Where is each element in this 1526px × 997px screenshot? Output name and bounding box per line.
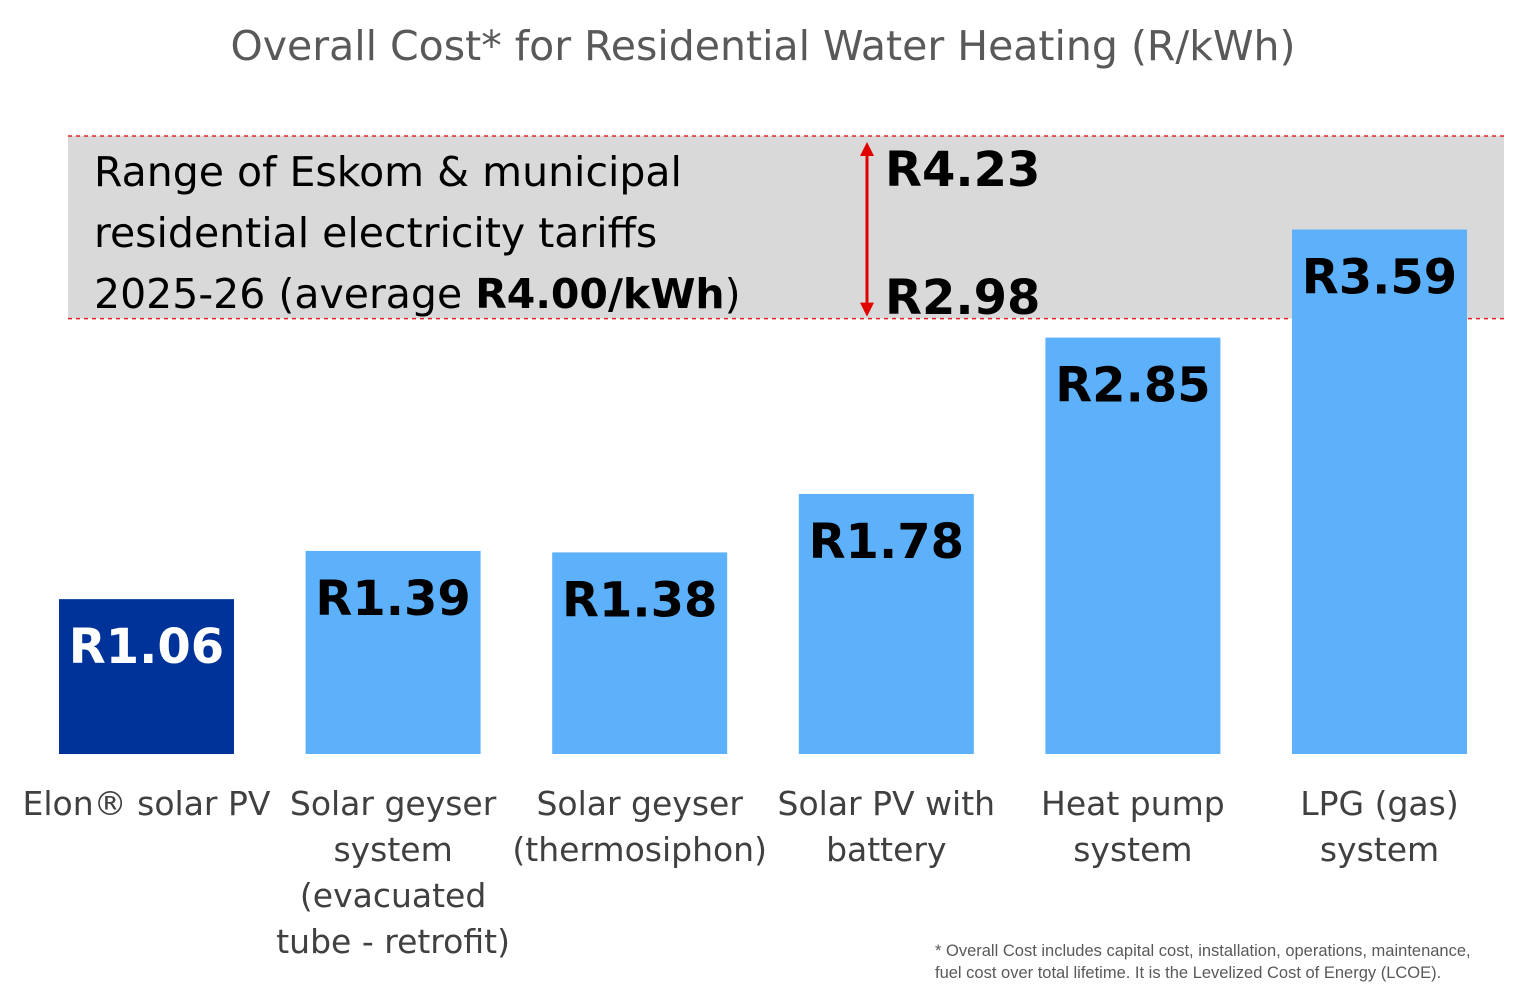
tariff-high-label: R4.23 <box>885 142 1041 198</box>
arrow-head-up-icon <box>860 142 874 156</box>
bar-value-label-4: R2.85 <box>1055 358 1210 414</box>
category-label-4: Heat pump system <box>1003 781 1263 873</box>
category-label-1-line-1: system <box>333 830 453 869</box>
tariff-range-line-3-prefix: 2025-26 (average <box>94 270 476 318</box>
category-label-1-line-3: tube - retrofit) <box>276 922 510 961</box>
tariff-average-value: R4.00/kWh <box>475 270 725 318</box>
tariff-low-label: R2.98 <box>885 270 1041 326</box>
category-label-3-line-0: Solar PV with <box>777 784 996 823</box>
footnote-line-1: * Overall Cost includes capital cost, in… <box>935 942 1471 960</box>
bar-value-label-3: R1.78 <box>809 514 964 570</box>
tariff-range-description: Range of Eskom & municipal residential e… <box>94 142 854 325</box>
footnote: * Overall Cost includes capital cost, in… <box>935 940 1520 984</box>
tariff-range-line-3: 2025-26 (average R4.00/kWh) <box>94 264 854 325</box>
tariff-range-line-1: Range of Eskom & municipal <box>94 148 682 196</box>
arrow-head-down-icon <box>860 302 874 317</box>
category-label-5: LPG (gas) system <box>1250 781 1510 873</box>
tariff-range-line-3-suffix: ) <box>724 270 741 318</box>
category-label-5-line-0: LPG (gas) <box>1300 784 1459 823</box>
tariff-range-line-2: residential electricity tariffs <box>94 209 658 257</box>
tariff-range-arrow <box>860 142 874 317</box>
category-label-1-line-2: (evacuated <box>299 876 487 915</box>
footnote-line-2: fuel cost over total lifetime. It is the… <box>935 964 1442 982</box>
category-label-0: Elon® solar PV <box>17 781 277 827</box>
chart-title: Overall Cost* for Residential Water Heat… <box>230 22 1296 70</box>
category-label-0-line-0: Elon® solar PV <box>22 784 271 823</box>
category-label-4-line-0: Heat pump <box>1041 784 1225 823</box>
category-label-4-line-1: system <box>1073 830 1193 869</box>
bar-3 <box>798 493 974 754</box>
bar-value-label-5: R3.59 <box>1302 250 1457 306</box>
bars-group: R1.06 R1.39 R1.38 R1.78 R2.85 R3.59 <box>59 229 1467 754</box>
bar-0 <box>59 599 234 754</box>
category-label-1-line-0: Solar geyser <box>289 784 497 823</box>
bar-value-label-1: R1.39 <box>315 571 470 627</box>
category-label-2: Solar geyser (thermosiphon) <box>510 781 770 873</box>
category-label-1: Solar geyser system (evacuated tube - retro… <box>263 781 523 965</box>
bar-2 <box>552 552 728 754</box>
bar-value-label-0: R1.06 <box>69 619 224 675</box>
tariff-range-band <box>68 136 1504 319</box>
category-label-5-line-1: system <box>1319 830 1440 869</box>
bar-4 <box>1045 337 1221 754</box>
category-label-2-line-1: (thermosiphon) <box>512 830 767 869</box>
bar-value-label-2: R1.38 <box>562 572 717 628</box>
bar-5 <box>1292 229 1467 754</box>
category-label-3: Solar PV with battery <box>756 781 1016 873</box>
bar-1 <box>305 550 481 754</box>
category-label-2-line-0: Solar geyser <box>536 784 743 823</box>
category-label-3-line-1: battery <box>826 830 947 869</box>
